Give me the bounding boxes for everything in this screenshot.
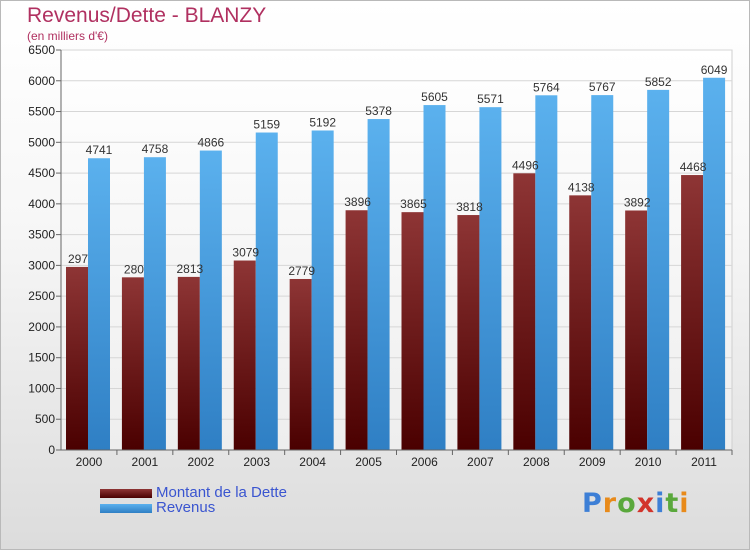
bar-dette (289, 278, 312, 450)
chart-subtitle: (en milliers d'€) (27, 29, 108, 43)
bar-dette (457, 215, 480, 450)
logo-letter: i (655, 488, 666, 519)
x-tick-label: 2000 (76, 455, 103, 469)
bar-revenus (423, 105, 446, 451)
value-label-dette: 4468 (680, 160, 707, 174)
bar-dette (625, 210, 648, 450)
bar-revenus (199, 150, 222, 451)
value-label-dette: 4496 (512, 158, 539, 172)
x-axis: 2000 2001 2002 2003 2004 2005 2006 2007 2008 2009… (61, 449, 733, 469)
value-label-dette: 3079 (232, 246, 259, 260)
bar-dette (513, 173, 536, 451)
x-tick-label: 2009 (579, 455, 606, 469)
bar-revenus (367, 119, 390, 451)
x-tick-label: 2003 (243, 455, 270, 469)
value-label-dette: 297 (68, 252, 88, 266)
y-tick-label: 6000 (28, 74, 55, 88)
value-label-revenus: 5159 (253, 118, 280, 132)
y-tick-label: 3000 (28, 258, 55, 272)
value-label-revenus: 5605 (421, 90, 448, 104)
legend-swatch-dette (100, 489, 152, 498)
bar-revenus (479, 107, 502, 451)
logo-letter: t (665, 488, 680, 519)
x-tick-label: 2007 (467, 455, 494, 469)
bar-dette (681, 175, 704, 451)
bar-revenus (255, 132, 278, 450)
bars (66, 77, 726, 451)
logo-letter: P (582, 488, 603, 519)
value-label-revenus: 4866 (197, 136, 224, 150)
value-label-revenus: 6049 (701, 63, 728, 77)
bar-revenus (591, 95, 614, 450)
bar-revenus (703, 77, 726, 450)
x-tick-label: 2002 (187, 455, 214, 469)
value-label-dette: 4138 (568, 180, 595, 194)
value-label-dette: 3865 (400, 197, 427, 211)
bar-revenus (311, 130, 334, 450)
y-tick-label: 4500 (28, 166, 55, 180)
y-axis: 0 500 1000 1500 2000 2500 3000 3500 4000 4500 5000… (28, 43, 62, 457)
value-label-revenus: 5378 (365, 104, 392, 118)
y-tick-label: 2000 (28, 320, 55, 334)
chart-title: Revenus/Dette - BLANZY (27, 4, 267, 27)
value-label-dette: 2779 (288, 264, 315, 278)
x-tick-label: 2011 (691, 455, 717, 469)
y-tick-label: 4000 (28, 197, 55, 211)
x-tick-label: 2005 (355, 455, 382, 469)
value-label-dette: 3896 (344, 195, 371, 209)
legend-label-revenus: Revenus (156, 499, 216, 516)
y-tick-label: 2500 (28, 289, 55, 303)
legend-label-dette: Montant de la Dette (156, 484, 287, 501)
x-tick-label: 2006 (411, 455, 438, 469)
x-tick-label: 2004 (299, 455, 326, 469)
bar-revenus (647, 89, 670, 450)
y-tick-label: 1500 (28, 351, 55, 365)
x-tick-label: 2008 (523, 455, 550, 469)
plot-area (60, 49, 733, 451)
logo-letter: o (617, 488, 637, 519)
x-tick-label: 2010 (635, 455, 662, 469)
bar-dette (121, 277, 144, 450)
bar-revenus (143, 157, 166, 450)
bar-dette (66, 266, 88, 450)
bar-dette (233, 260, 256, 450)
legend-swatch-revenus (100, 504, 152, 513)
y-tick-label: 6500 (28, 43, 55, 57)
value-labels: 297 4741 280 4758 2813 4866 3079 5159 2779 5192 38… (68, 63, 728, 278)
logo-letter: r (602, 488, 618, 519)
bar-revenus (535, 95, 558, 451)
logo-letter: i (679, 488, 690, 519)
logo-letter: x (636, 488, 656, 519)
value-label-dette: 3892 (624, 195, 651, 209)
y-tick-label: 500 (35, 412, 55, 426)
value-label-dette: 280 (124, 262, 144, 276)
y-tick-label: 3500 (28, 228, 55, 242)
y-tick-label: 5000 (28, 135, 55, 149)
bar-revenus (88, 158, 110, 450)
value-label-dette: 3818 (456, 200, 483, 214)
value-label-revenus: 5767 (589, 80, 616, 94)
value-label-revenus: 4741 (86, 143, 113, 157)
value-label-revenus: 5192 (309, 115, 336, 129)
bar-dette (401, 212, 424, 450)
bar-dette (345, 210, 368, 450)
value-label-revenus: 4758 (142, 142, 169, 156)
bar-dette (177, 276, 200, 450)
proxiti-logo: Proxiti (582, 488, 690, 519)
value-label-dette: 2813 (176, 262, 203, 276)
y-tick-label: 5500 (28, 105, 55, 119)
value-label-revenus: 5852 (645, 75, 672, 89)
bar-dette (569, 195, 592, 450)
x-tick-label: 2001 (132, 455, 159, 469)
y-tick-label: 0 (48, 443, 55, 457)
y-tick-label: 1000 (28, 381, 55, 395)
value-label-revenus: 5764 (533, 80, 560, 94)
value-label-revenus: 5571 (477, 92, 504, 106)
